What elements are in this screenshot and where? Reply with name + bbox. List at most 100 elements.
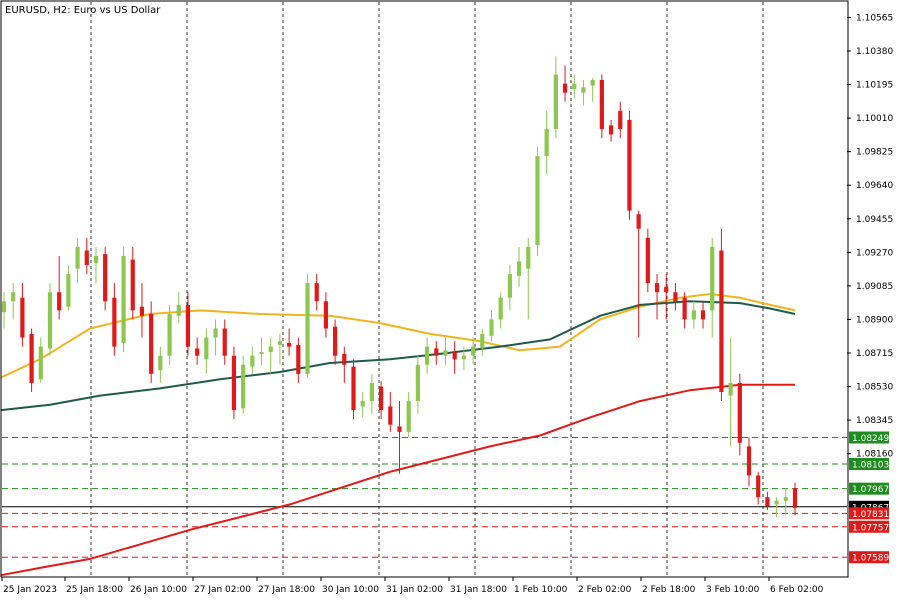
candle-body — [360, 401, 365, 407]
candle-body — [728, 382, 733, 396]
candle-body — [737, 382, 742, 443]
candle-body — [618, 110, 623, 129]
price-level-badges: 1.082491.081031.079671.078671.078311.077… — [849, 431, 889, 564]
candle-body — [599, 79, 604, 129]
y-tick-label: 1.10010 — [856, 114, 893, 124]
candle-body — [792, 488, 798, 509]
candle-body — [112, 297, 117, 347]
candle-body — [636, 214, 641, 229]
candle-body — [544, 128, 549, 157]
candle-body — [553, 74, 558, 129]
candle-body — [654, 283, 660, 293]
price-badge — [849, 520, 889, 533]
y-tick-label: 1.08345 — [856, 416, 893, 426]
candle-body — [333, 326, 338, 356]
candle-body — [627, 119, 632, 211]
y-tick-label: 1.09455 — [856, 215, 893, 225]
x-tick-label: 31 Jan 18:00 — [450, 585, 507, 595]
candlesticks — [1, 56, 798, 518]
x-tick-label: 31 Jan 02:00 — [386, 585, 443, 595]
y-tick-label: 1.10195 — [856, 81, 893, 91]
price-badge-label: 1.08249 — [852, 434, 889, 444]
candle-body — [158, 355, 163, 371]
candle-body — [452, 352, 457, 360]
y-tick-label: 1.10380 — [856, 47, 893, 57]
candle-body — [231, 355, 237, 411]
y-tick-label: 1.09270 — [856, 248, 893, 258]
price-badge-label: 1.07831 — [852, 510, 889, 520]
candle-body — [250, 355, 255, 367]
y-tick-label: 1.08160 — [856, 450, 893, 460]
candle-body — [526, 246, 531, 269]
candle-body — [296, 344, 301, 374]
candle-body — [535, 156, 540, 246]
price-badge — [849, 431, 889, 444]
candle-body — [57, 292, 62, 311]
candle-body — [572, 83, 577, 90]
candle-body — [1, 301, 7, 313]
x-tick-label: 30 Jan 10:00 — [322, 585, 379, 595]
candle-body — [287, 343, 292, 347]
moving-average-line — [0, 300, 796, 412]
price-badge-label: 1.07757 — [852, 523, 889, 533]
candle-body — [305, 283, 310, 374]
candle-body — [774, 500, 779, 505]
candle-body — [682, 297, 687, 320]
candle-body — [461, 355, 466, 360]
candle-body — [608, 125, 614, 135]
chart-title: EURUSD, H2: Euro vs US Dollar — [5, 5, 161, 16]
candle-body — [84, 250, 89, 266]
candle-body — [388, 406, 393, 425]
candle-body — [342, 353, 347, 365]
candle-body — [700, 310, 706, 320]
candle-body — [415, 364, 420, 402]
candle-body — [149, 313, 154, 374]
candle-body — [351, 366, 356, 411]
x-tick-label: 2 Feb 02:00 — [578, 585, 632, 595]
candle-body — [470, 346, 476, 356]
y-tick-label: 1.10565 — [856, 13, 893, 23]
candle-body — [185, 304, 191, 347]
candle-body — [691, 310, 696, 320]
candle-body — [314, 283, 319, 302]
y-tick-label: 1.09825 — [856, 148, 893, 158]
price-badge-label: 1.07589 — [852, 554, 889, 564]
candle-body — [369, 382, 375, 402]
x-tick-label: 25 Jan 18:00 — [66, 585, 123, 595]
candle-body — [424, 346, 430, 365]
candle-body — [379, 386, 384, 411]
candle-body — [406, 401, 411, 432]
candle-body — [277, 341, 283, 345]
candle-body — [213, 328, 218, 338]
candle-body — [75, 246, 80, 269]
candle-body — [443, 350, 448, 356]
candle-body — [93, 255, 99, 264]
x-tick-label: 25 Jan 2023 — [3, 585, 57, 595]
candle-body — [204, 337, 209, 360]
candle-body — [783, 497, 788, 501]
candle-body — [121, 255, 126, 344]
x-tick-label: 1 Feb 10:00 — [514, 585, 568, 595]
candle-body — [673, 292, 678, 302]
x-tick-label: 27 Jan 18:00 — [258, 585, 315, 595]
candle-body — [20, 297, 25, 338]
candle-body — [66, 274, 71, 307]
price-badge — [849, 457, 889, 470]
candle-body — [47, 292, 53, 349]
candle-body — [507, 274, 512, 298]
candle-body — [719, 250, 724, 392]
price-badge-label: 1.08103 — [852, 460, 889, 470]
candle-body — [139, 306, 145, 316]
candle-body — [268, 346, 273, 353]
x-tick-label: 6 Feb 02:00 — [770, 585, 824, 595]
candle-body — [562, 83, 568, 93]
candle-body — [756, 475, 761, 498]
y-tick-label: 1.09640 — [856, 181, 893, 191]
candle-body — [167, 313, 172, 356]
candle-body — [765, 497, 770, 507]
candle-body — [498, 297, 503, 320]
candle-body — [323, 301, 329, 329]
candle-body — [176, 304, 181, 316]
